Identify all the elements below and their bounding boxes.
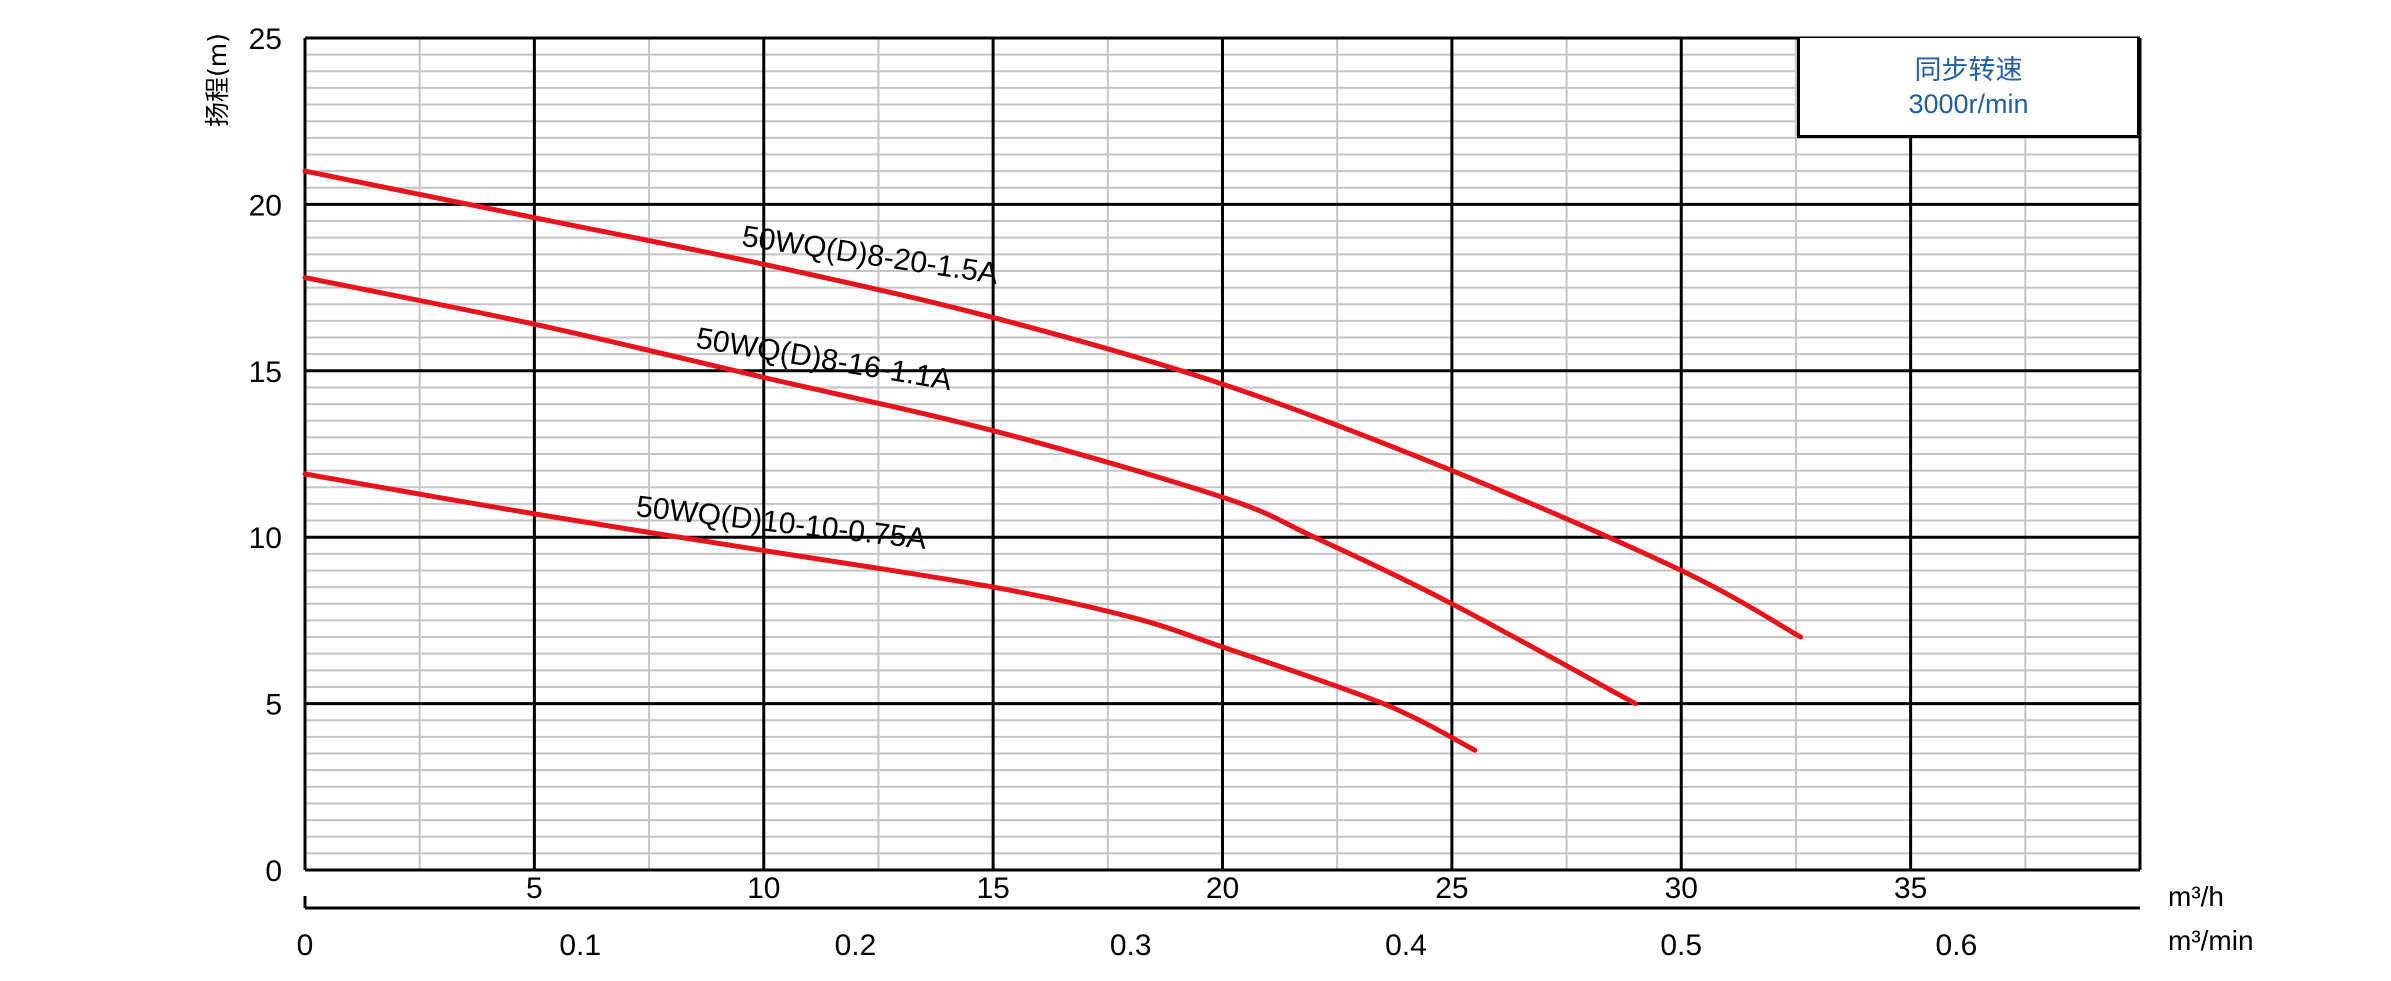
x-tick-label-m3min: 0.2: [835, 929, 877, 962]
x-tick-label-m3min: 0.5: [1660, 929, 1702, 962]
x-tick-label-m3h: 35: [1894, 872, 1927, 905]
y-tick-labels: 0 5 10 15 20 25: [249, 23, 282, 888]
x-axes: 5 10 15 20 25 30 35 0 0.1 0.2 0.3 0.4 0.5 0.6 m³/h m³/m…: [297, 872, 2254, 962]
x-tick-label-m3h: 15: [976, 872, 1009, 905]
y-axis-label: 扬程(m): [203, 33, 232, 127]
x-tick-label-m3h: 25: [1435, 872, 1468, 905]
curve-label-3: 50WQ(D)10-10-0.75A: [635, 490, 929, 556]
x-tick-label-m3min: 0: [297, 929, 314, 962]
curve-label-2: 50WQ(D)8-16-1.1A: [694, 322, 954, 397]
x-tick-label-m3h: 5: [526, 872, 543, 905]
x-tick-label-m3min: 0.4: [1385, 929, 1427, 962]
x-tick-label-m3h: 20: [1206, 872, 1239, 905]
x-tick-label-m3min: 0.1: [559, 929, 601, 962]
x-tick-label-m3min: 0.6: [1936, 929, 1978, 962]
y-tick-label: 15: [249, 356, 282, 389]
y-tick-label: 0: [265, 855, 282, 888]
y-tick-label: 5: [265, 689, 282, 722]
curve-series-3: [302, 471, 1478, 753]
x-tick-label-m3h: 10: [747, 872, 780, 905]
curve-series-1: [302, 168, 1803, 640]
x-unit-m3h: m³/h: [2168, 881, 2224, 912]
curve-label-1: 50WQ(D)8-20-1.5A: [740, 220, 1000, 291]
major-grid: [303, 36, 2142, 872]
x-unit-m3min: m³/min: [2168, 925, 2254, 956]
speed-legend-box: 同步转速 3000r/min: [1797, 38, 2140, 138]
x-tick-label-m3min: 0.3: [1110, 929, 1152, 962]
speed-legend-value: 3000r/min: [1908, 88, 2029, 119]
y-tick-label: 20: [249, 189, 282, 222]
x-tick-label-m3h: 30: [1665, 872, 1698, 905]
curve-series-2: [302, 275, 1638, 707]
curves: [302, 168, 1803, 753]
y-tick-label: 25: [249, 23, 282, 56]
y-tick-label: 10: [249, 522, 282, 555]
speed-legend-title: 同步转速: [1914, 54, 2023, 85]
